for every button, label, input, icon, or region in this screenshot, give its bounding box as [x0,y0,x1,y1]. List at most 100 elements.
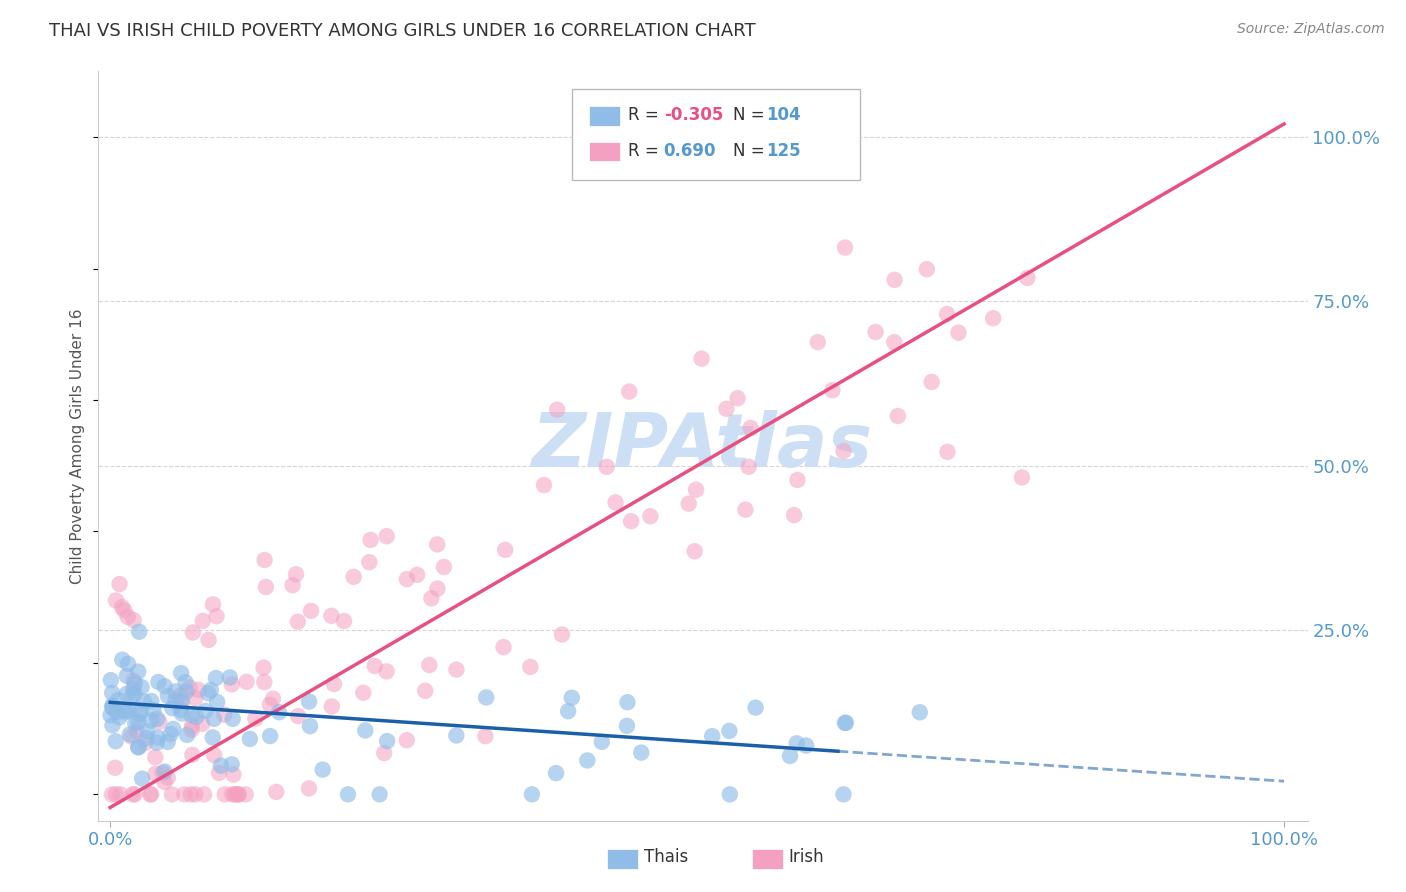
Point [180,719,202,733]
Point [786,736,808,750]
Point [474,729,496,743]
Point [101,718,124,732]
Text: -0.305: -0.305 [664,106,723,124]
Point [111,653,134,667]
Point [108,710,131,724]
Point [122,613,145,627]
Point [222,767,245,781]
Point [101,686,124,700]
Point [152,765,174,780]
Point [908,706,931,720]
Text: 0.690: 0.690 [664,142,716,160]
Point [124,676,146,690]
Point [101,701,124,715]
Point [221,757,243,772]
Point [127,665,149,679]
Point [235,788,257,802]
Point [111,600,134,615]
Point [122,673,145,688]
Point [124,788,146,802]
Point [221,788,243,802]
Text: N =: N = [733,142,769,160]
Point [235,674,257,689]
Point [239,731,262,746]
Point [228,788,250,802]
Point [298,719,321,733]
Point [533,478,555,492]
Point [162,701,184,715]
Point [134,694,156,708]
Point [201,731,224,745]
Point [779,748,801,763]
Point [101,700,124,714]
Point [139,788,162,802]
Point [181,747,204,762]
Point [287,709,309,723]
Point [915,262,938,277]
Point [146,731,169,745]
Point [264,785,287,799]
Point [153,679,176,693]
Point [718,723,741,738]
Point [145,766,167,780]
Text: 104: 104 [766,106,801,124]
Point [214,788,236,802]
Point [948,326,970,340]
Point [267,705,290,719]
Point [321,699,343,714]
Point [640,509,662,524]
Point [413,683,436,698]
Point [683,544,706,558]
Point [807,335,830,350]
Point [105,593,128,607]
Point [139,714,162,728]
Point [446,663,468,677]
Point [194,704,217,718]
Point [193,788,215,802]
Point [321,608,343,623]
Point [159,727,181,741]
Point [259,698,281,712]
Point [124,716,146,731]
Point [214,707,236,722]
Point [187,682,209,697]
Point [685,483,707,497]
Point [135,731,157,746]
Point [678,497,700,511]
Point [104,788,127,802]
Point [783,508,806,522]
Point [121,730,143,744]
Point [298,695,321,709]
Point [690,351,713,366]
Point [180,708,202,723]
Point [173,788,195,802]
Point [170,694,193,708]
Point [546,402,568,417]
Point [118,727,141,741]
Point [433,560,456,574]
Point [170,706,193,721]
Point [426,537,449,551]
Point [142,703,165,717]
Point [737,459,759,474]
Text: THAI VS IRISH CHILD POVERTY AMONG GIRLS UNDER 16 CORRELATION CHART: THAI VS IRISH CHILD POVERTY AMONG GIRLS … [49,22,756,40]
Text: Source: ZipAtlas.com: Source: ZipAtlas.com [1237,22,1385,37]
Point [718,788,741,802]
Point [100,673,122,687]
Point [375,665,398,679]
Point [146,736,169,750]
Point [786,473,808,487]
Point [134,736,156,750]
Point [205,609,228,624]
Point [108,577,131,591]
Point [520,788,543,802]
Point [112,603,135,617]
Point [200,683,222,698]
Point [104,734,127,748]
Point [557,704,579,718]
Point [1017,271,1039,285]
Point [311,763,333,777]
Point [734,502,756,516]
Point [821,383,844,397]
Point [143,750,166,764]
